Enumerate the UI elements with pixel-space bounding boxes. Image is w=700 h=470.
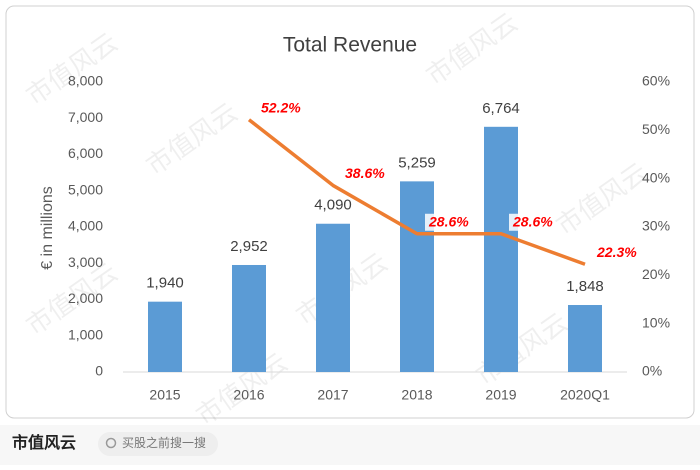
bar: [232, 264, 266, 372]
y2-tick-label: 30%: [642, 218, 670, 234]
line-value-label: 28.6%: [428, 213, 469, 229]
search-placeholder[interactable]: 买股之前搜一搜: [122, 435, 206, 450]
x-tick-label: 2017: [317, 387, 348, 403]
bar-value-label: 6,764: [482, 100, 520, 117]
bar: [568, 305, 602, 372]
x-tick-label: 2015: [149, 387, 180, 403]
line-label-bg: [425, 213, 471, 231]
bar: [400, 181, 434, 372]
y-tick-label: 3,000: [68, 254, 103, 270]
search-box[interactable]: [98, 432, 218, 456]
bar-value-label: 1,940: [146, 275, 184, 292]
bar: [148, 301, 182, 372]
line-value-label: 28.6%: [512, 213, 553, 229]
y2-tick-label: 20%: [642, 266, 670, 282]
x-tick-label: 2020Q1: [560, 387, 610, 403]
y-axis-label: € in millions: [39, 186, 56, 270]
bar-value-label: 5,259: [398, 154, 436, 171]
y2-tick-label: 40%: [642, 169, 670, 185]
chart-title: Total Revenue: [283, 34, 417, 57]
y-tick-label: 2,000: [68, 290, 103, 306]
line-label-bg: [509, 213, 555, 231]
y2-tick-label: 50%: [642, 121, 670, 137]
line-label-bg: [341, 165, 387, 183]
search-icon: [105, 437, 117, 449]
bar: [484, 126, 518, 373]
line-value-label: 38.6%: [345, 165, 385, 181]
line-label-bg: [593, 244, 639, 262]
x-tick-label: 2016: [233, 387, 264, 403]
y2-tick-label: 10%: [642, 314, 670, 330]
line: [247, 118, 586, 266]
bar-value-label: 1,848: [566, 278, 604, 295]
y-tick-label: 7,000: [68, 109, 103, 125]
x-tick-label: 2018: [401, 387, 432, 403]
y-tick-label: 4,000: [68, 218, 103, 234]
y-tick-label: 0: [95, 363, 103, 379]
footer-logo: 市值风云: [12, 433, 76, 452]
y-tick-label: 6,000: [68, 145, 103, 161]
line-value-label: 22.3%: [596, 244, 637, 260]
bar-value-label: 4,090: [314, 197, 352, 214]
y2-tick-label: 60%: [642, 73, 670, 89]
bar: [316, 223, 350, 372]
y2-tick-label: 0%: [642, 363, 662, 379]
line-label-bg: [257, 99, 303, 117]
y-tick-label: 5,000: [68, 181, 103, 197]
y-tick-label: 8,000: [68, 73, 103, 89]
x-tick-label: 2019: [485, 387, 516, 403]
line-value-label: 52.2%: [261, 99, 301, 115]
y-tick-label: 1,000: [68, 326, 103, 342]
bar-value-label: 2,952: [230, 238, 268, 255]
